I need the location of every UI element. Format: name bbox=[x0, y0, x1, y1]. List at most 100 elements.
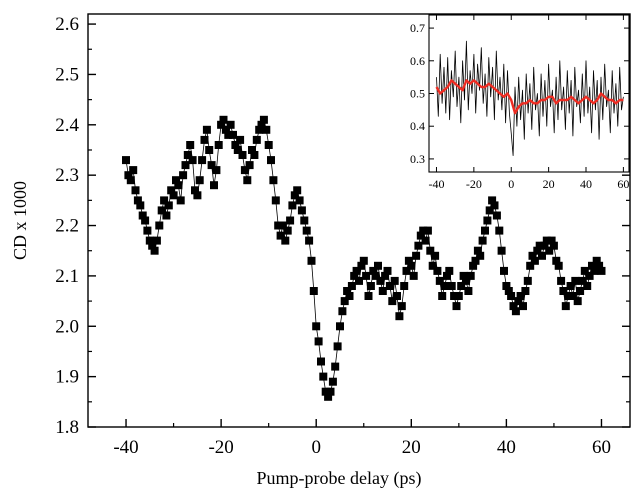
x-tick-label: 0 bbox=[311, 437, 321, 458]
data-point-marker bbox=[333, 342, 342, 351]
data-point-marker bbox=[252, 135, 261, 144]
data-point-marker bbox=[136, 201, 145, 210]
data-point-marker bbox=[428, 261, 437, 270]
data-point-marker bbox=[186, 141, 195, 149]
x-axis-title: Pump-probe delay (ps) bbox=[257, 468, 422, 489]
data-point-marker bbox=[174, 181, 183, 190]
data-point-marker bbox=[243, 176, 252, 185]
data-point-marker bbox=[309, 287, 318, 295]
data-point-marker bbox=[492, 211, 501, 220]
data-point-marker bbox=[305, 236, 314, 245]
data-point-marker bbox=[338, 307, 347, 316]
data-point-marker bbox=[364, 292, 373, 300]
data-point-marker bbox=[340, 297, 349, 306]
data-point-marker bbox=[443, 271, 451, 280]
inset-x-tick-label: 0 bbox=[508, 177, 514, 191]
data-point-marker bbox=[148, 241, 157, 250]
data-point-marker bbox=[286, 216, 295, 225]
data-point-marker bbox=[264, 141, 273, 149]
data-point-marker bbox=[452, 302, 461, 311]
data-point-marker bbox=[336, 322, 344, 331]
data-point-marker bbox=[172, 176, 180, 185]
data-point-marker bbox=[547, 236, 556, 245]
data-point-marker bbox=[133, 196, 142, 205]
data-point-marker bbox=[542, 236, 551, 245]
data-point-marker bbox=[407, 261, 416, 270]
data-point-marker bbox=[236, 135, 245, 144]
data-point-marker bbox=[511, 307, 520, 316]
inset-y-tick-label: 0.3 bbox=[410, 152, 425, 166]
data-point-marker bbox=[295, 196, 304, 205]
data-point-marker bbox=[357, 261, 366, 270]
data-point-marker bbox=[561, 302, 570, 311]
data-point-marker bbox=[431, 251, 440, 260]
data-point-marker bbox=[454, 292, 463, 300]
data-point-marker bbox=[321, 387, 330, 396]
data-point-marker bbox=[504, 287, 513, 295]
data-point-marker bbox=[390, 276, 399, 285]
data-point-marker bbox=[554, 261, 563, 270]
data-point-marker bbox=[278, 221, 287, 230]
data-point-marker bbox=[297, 206, 306, 215]
y-tick-label: 2.2 bbox=[55, 216, 79, 237]
data-point-marker bbox=[326, 387, 335, 396]
data-point-marker bbox=[307, 256, 316, 265]
data-point-marker bbox=[393, 292, 401, 300]
data-point-marker bbox=[331, 362, 340, 371]
data-point-marker bbox=[423, 226, 432, 235]
data-point-marker bbox=[226, 120, 235, 129]
data-point-marker bbox=[195, 176, 204, 185]
data-point-marker bbox=[176, 196, 185, 205]
data-point-marker bbox=[183, 151, 192, 159]
data-point-marker bbox=[376, 276, 385, 285]
data-point-marker bbox=[507, 292, 516, 300]
y-tick-label: 2.5 bbox=[55, 64, 79, 85]
data-point-marker bbox=[207, 161, 216, 170]
main-chart: 1.8 1.9 2.0 2.1 2.2 2.3 2.4 2.5 2.6 -40 -20 0 20 40 60… bbox=[10, 13, 631, 489]
inset-x-tick-label: -20 bbox=[466, 177, 482, 191]
data-point-marker bbox=[502, 282, 511, 290]
data-point-marker bbox=[528, 251, 537, 260]
data-point-marker bbox=[552, 256, 561, 265]
data-point-marker bbox=[540, 241, 549, 250]
data-point-marker bbox=[248, 146, 256, 154]
data-point-marker bbox=[414, 241, 423, 250]
data-point-marker bbox=[288, 201, 297, 210]
data-point-marker bbox=[274, 221, 283, 230]
data-point-marker bbox=[369, 266, 378, 275]
data-point-marker bbox=[385, 282, 394, 290]
data-point-marker bbox=[250, 151, 259, 159]
data-point-marker bbox=[559, 287, 568, 295]
data-point-marker bbox=[366, 282, 375, 290]
data-point-marker bbox=[324, 392, 333, 401]
data-point-marker bbox=[188, 156, 197, 165]
plot-frame bbox=[87, 13, 631, 428]
data-point-marker bbox=[240, 166, 249, 175]
data-point-marker bbox=[404, 256, 413, 265]
y-tick-label: 2.0 bbox=[55, 316, 79, 337]
inset-x-tick-label: 20 bbox=[543, 177, 555, 191]
y-tick-label: 2.1 bbox=[55, 266, 79, 287]
data-point-marker bbox=[350, 271, 359, 280]
data-point-marker bbox=[435, 276, 444, 285]
data-point-marker bbox=[478, 236, 487, 245]
y-tick-label: 2.4 bbox=[55, 115, 79, 136]
data-point-marker bbox=[262, 125, 271, 134]
data-point-marker bbox=[229, 130, 237, 139]
data-point-marker bbox=[319, 372, 328, 381]
data-point-marker bbox=[231, 141, 240, 149]
data-point-marker bbox=[523, 276, 532, 285]
data-point-marker bbox=[191, 186, 199, 195]
data-point-marker bbox=[181, 161, 190, 170]
data-point-marker bbox=[459, 271, 468, 280]
inset-y-tick-label: 0.6 bbox=[410, 54, 425, 68]
data-point-marker bbox=[169, 191, 178, 200]
data-point-marker bbox=[312, 322, 321, 331]
data-point-marker bbox=[293, 186, 302, 195]
data-point-marker bbox=[545, 246, 554, 255]
data-point-marker bbox=[257, 120, 266, 129]
inset-y-tick-label: 0.4 bbox=[410, 119, 425, 133]
data-point-marker bbox=[538, 251, 546, 260]
data-point-marker bbox=[533, 246, 542, 255]
